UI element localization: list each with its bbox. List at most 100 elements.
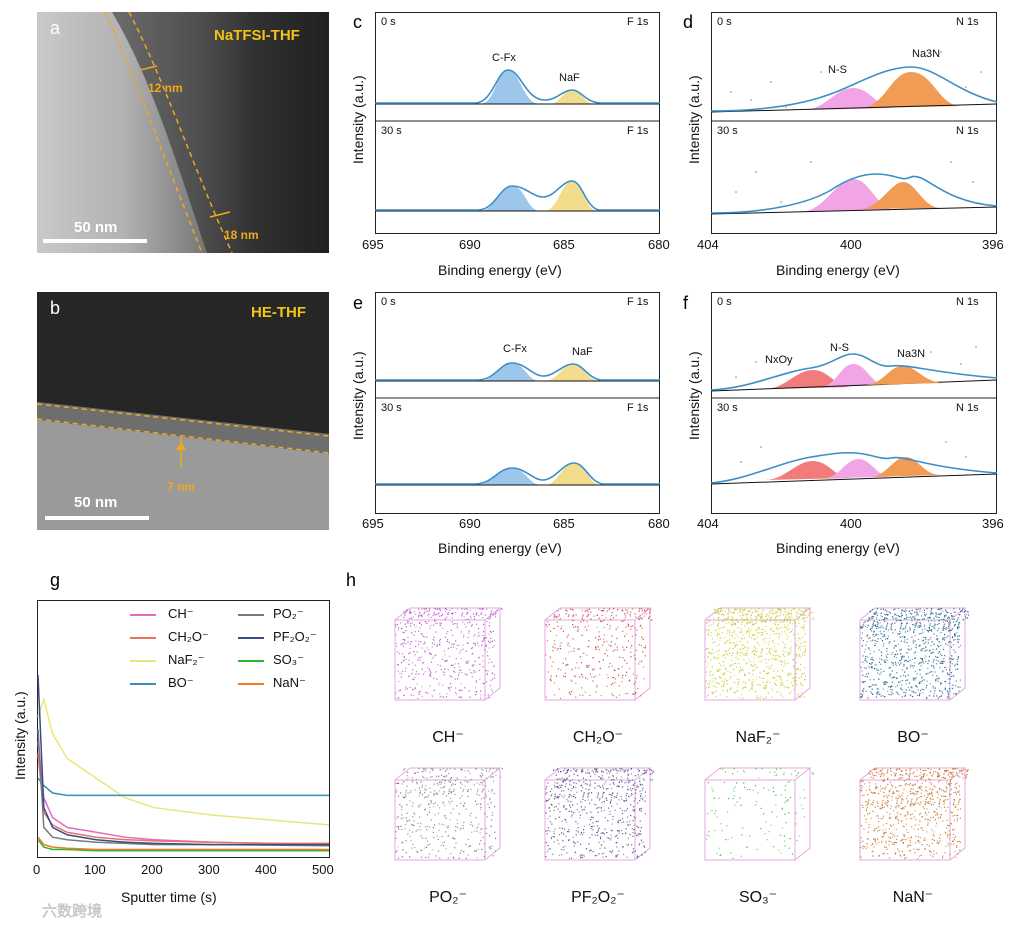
series-line-7 bbox=[37, 836, 329, 851]
series-line-5 bbox=[37, 674, 329, 846]
f-xlabel: Binding energy (eV) bbox=[776, 540, 900, 556]
c-peak-cfx: C-Fx bbox=[492, 52, 516, 64]
legend-line-nan bbox=[238, 683, 264, 685]
d-peak-na3n: Na3N bbox=[912, 48, 941, 60]
legend-line-bo bbox=[130, 683, 156, 685]
series-line-2 bbox=[37, 696, 330, 826]
panel-label-a: a bbox=[50, 18, 61, 38]
f-bottom-element: N 1s bbox=[956, 402, 979, 414]
panel-label-d: d bbox=[683, 12, 694, 32]
cube-label-6: SO₃⁻ bbox=[738, 889, 778, 906]
f-ylabel: Intensity (a.u.) bbox=[686, 351, 702, 440]
tof-sims-plot bbox=[37, 600, 330, 858]
cube-3d-1 bbox=[544, 607, 653, 701]
series-line-3 bbox=[37, 777, 329, 797]
tem-image-b bbox=[37, 292, 329, 530]
legend-ch2o: CH₂O⁻ bbox=[168, 629, 209, 644]
c-xlabel: Binding energy (eV) bbox=[438, 262, 562, 278]
legend-line-ch2o bbox=[130, 637, 156, 639]
c-tick-3: 680 bbox=[648, 237, 670, 252]
cube-3d-3 bbox=[859, 607, 970, 701]
tem-title-b: HE-THF bbox=[251, 304, 306, 321]
cube-3d-4 bbox=[394, 767, 503, 861]
d-tick-1: 400 bbox=[840, 237, 862, 252]
legend-line-pf2o2 bbox=[238, 637, 264, 639]
f-peak-ns: N-S bbox=[830, 342, 849, 354]
d-ylabel: Intensity (a.u.) bbox=[686, 75, 702, 164]
panel-label-b: b bbox=[50, 298, 61, 318]
g-tick-0: 0 bbox=[33, 862, 41, 877]
cube-label-5: PF₂O₂⁻ bbox=[571, 889, 625, 906]
legend-line-so3 bbox=[238, 660, 264, 662]
xps-plot-e bbox=[375, 292, 660, 514]
f-tick-1: 400 bbox=[840, 516, 862, 531]
thickness-label-a1: 12 nm bbox=[148, 81, 183, 95]
c-bottom-element: F 1s bbox=[627, 125, 649, 137]
d-top-element: N 1s bbox=[956, 16, 979, 28]
cube-label-4: PO₂⁻ bbox=[429, 889, 467, 906]
e-peak-cfx: C-Fx bbox=[503, 343, 527, 355]
e-bottom-element: F 1s bbox=[627, 402, 649, 414]
d-bottom-time: 30 s bbox=[717, 125, 738, 137]
cube-3d-0 bbox=[394, 607, 503, 701]
legend-ch: CH⁻ bbox=[168, 606, 194, 621]
legend-nan: NaN⁻ bbox=[273, 675, 306, 690]
watermark: 六数跨境 bbox=[42, 903, 103, 920]
panel-label-f: f bbox=[683, 293, 689, 313]
c-ylabel: Intensity (a.u.) bbox=[350, 75, 366, 164]
thickness-label-a2: 18 nm bbox=[224, 228, 259, 242]
cube-label-0: CH⁻ bbox=[432, 729, 464, 746]
f-peak-nxoy: NxOy bbox=[765, 354, 793, 366]
cube-3d-2 bbox=[704, 607, 814, 701]
cube-label-7: NaN⁻ bbox=[892, 889, 934, 906]
legend-line-po2 bbox=[238, 614, 264, 616]
legend-so3: SO₃⁻ bbox=[273, 652, 304, 667]
legend-po2: PO₂⁻ bbox=[273, 606, 304, 621]
e-tick-2: 685 bbox=[553, 516, 575, 531]
d-tick-0: 404 bbox=[697, 237, 719, 252]
scale-label-a: 50 nm bbox=[74, 219, 118, 236]
cube-3d-6 bbox=[704, 767, 814, 861]
f-tick-2: 396 bbox=[982, 516, 1004, 531]
c-tick-0: 695 bbox=[362, 237, 384, 252]
c-top-element: F 1s bbox=[627, 16, 649, 28]
d-peak-ns: N-S bbox=[828, 64, 847, 76]
legend-line-ch bbox=[130, 614, 156, 616]
c-bottom-time: 30 s bbox=[381, 125, 402, 137]
scale-bar-a bbox=[43, 239, 147, 243]
c-tick-2: 685 bbox=[553, 237, 575, 252]
e-tick-1: 690 bbox=[459, 516, 481, 531]
xps-plot-d bbox=[711, 12, 997, 234]
d-bottom-element: N 1s bbox=[956, 125, 979, 137]
f-top-element: N 1s bbox=[956, 296, 979, 308]
scale-bar-b bbox=[45, 516, 149, 520]
g-xlabel: Sputter time (s) bbox=[121, 889, 217, 905]
thickness-label-b: 7 nm bbox=[167, 480, 196, 494]
e-top-element: F 1s bbox=[627, 296, 649, 308]
f-top-time: 0 s bbox=[717, 296, 732, 308]
f-tick-0: 404 bbox=[697, 516, 719, 531]
e-top-time: 0 s bbox=[381, 296, 396, 308]
g-tick-2: 200 bbox=[141, 862, 163, 877]
legend-pf2o2: PF₂O₂⁻ bbox=[273, 629, 317, 644]
scale-label-b: 50 nm bbox=[74, 494, 118, 511]
c-tick-1: 690 bbox=[459, 237, 481, 252]
e-tick-0: 695 bbox=[362, 516, 384, 531]
f-bottom-time: 30 s bbox=[717, 402, 738, 414]
e-xlabel: Binding energy (eV) bbox=[438, 540, 562, 556]
e-bottom-time: 30 s bbox=[381, 402, 402, 414]
cube-label-1: CH₂O⁻ bbox=[572, 729, 624, 746]
legend-bo: BO⁻ bbox=[168, 675, 194, 690]
e-tick-3: 680 bbox=[648, 516, 670, 531]
tem-title-a: NaTFSI-THF bbox=[214, 27, 300, 44]
e-ylabel: Intensity (a.u.) bbox=[350, 351, 366, 440]
series-line-4 bbox=[37, 728, 330, 847]
d-xlabel: Binding energy (eV) bbox=[776, 262, 900, 278]
tem-image-a bbox=[37, 12, 329, 253]
e-peak-naf: NaF bbox=[572, 346, 593, 358]
series-line-0 bbox=[37, 741, 330, 846]
d-tick-2: 396 bbox=[982, 237, 1004, 252]
g-tick-5: 500 bbox=[312, 862, 334, 877]
g-tick-1: 100 bbox=[84, 862, 106, 877]
panel-label-h: h bbox=[346, 570, 357, 590]
